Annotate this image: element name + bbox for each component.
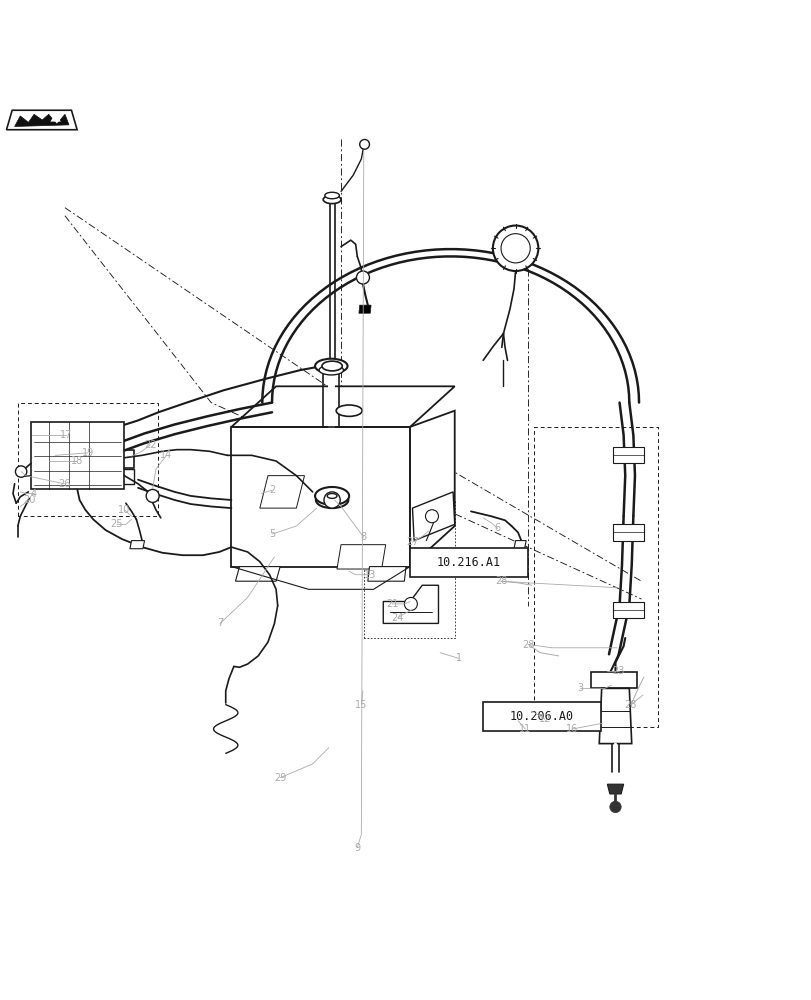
Polygon shape [231,386,454,427]
Text: 10.206.A0: 10.206.A0 [509,710,573,723]
Text: 24: 24 [391,613,404,623]
Polygon shape [235,567,280,581]
Polygon shape [612,524,643,541]
Text: 19: 19 [81,448,94,458]
Polygon shape [367,567,406,581]
Text: 16: 16 [565,724,578,734]
Polygon shape [50,113,61,122]
Text: 29: 29 [273,773,286,783]
Text: 6: 6 [494,523,500,533]
Text: 2: 2 [268,485,275,495]
Text: 28: 28 [521,640,534,650]
Polygon shape [410,411,454,567]
Text: 14: 14 [160,450,173,460]
Text: 25: 25 [110,519,123,529]
Ellipse shape [324,192,339,199]
Ellipse shape [315,492,348,508]
Bar [483,702,600,731]
Text: 8: 8 [360,532,367,542]
Text: 26: 26 [58,479,71,489]
Polygon shape [607,784,623,794]
Polygon shape [337,545,385,569]
Polygon shape [612,601,643,618]
Text: 21: 21 [385,599,398,609]
Text: 11: 11 [518,724,531,734]
Text: 15: 15 [354,700,367,710]
Circle shape [324,492,340,508]
Polygon shape [590,672,637,688]
Text: 5: 5 [268,529,275,539]
Polygon shape [358,305,371,313]
Circle shape [492,226,538,271]
Text: 4: 4 [31,489,37,499]
Text: 28: 28 [624,700,637,710]
Text: 18: 18 [71,456,84,466]
Text: 13: 13 [363,570,376,580]
Circle shape [146,489,159,502]
Text: 1: 1 [455,653,461,663]
Text: 12: 12 [538,714,551,724]
Ellipse shape [323,196,341,204]
Ellipse shape [315,487,349,505]
Text: 22: 22 [144,440,157,450]
Polygon shape [513,541,526,549]
Circle shape [15,466,27,477]
Text: 9: 9 [354,843,360,853]
Bar [31,422,124,489]
Circle shape [356,271,369,284]
Polygon shape [260,476,304,508]
Ellipse shape [315,359,347,373]
Polygon shape [15,114,69,126]
Circle shape [359,139,369,149]
Bar [410,548,527,577]
Circle shape [500,234,530,263]
Polygon shape [6,110,77,130]
Ellipse shape [321,361,341,371]
Circle shape [404,597,417,610]
Text: 17: 17 [59,430,72,440]
Text: 28: 28 [494,576,507,586]
Ellipse shape [336,405,362,416]
Text: 10.216.A1: 10.216.A1 [436,556,500,569]
Text: 7: 7 [217,618,223,628]
Circle shape [609,801,620,813]
Text: 27: 27 [406,537,418,547]
Ellipse shape [319,365,343,375]
Polygon shape [231,427,410,567]
Text: 10: 10 [118,505,131,515]
Circle shape [425,510,438,523]
Polygon shape [130,541,144,549]
Text: 20: 20 [23,495,36,505]
Polygon shape [412,492,454,541]
Ellipse shape [327,494,337,498]
Text: 3: 3 [577,683,583,693]
Polygon shape [383,585,438,623]
Polygon shape [612,447,643,463]
Text: 23: 23 [611,666,624,676]
Polygon shape [599,688,631,744]
